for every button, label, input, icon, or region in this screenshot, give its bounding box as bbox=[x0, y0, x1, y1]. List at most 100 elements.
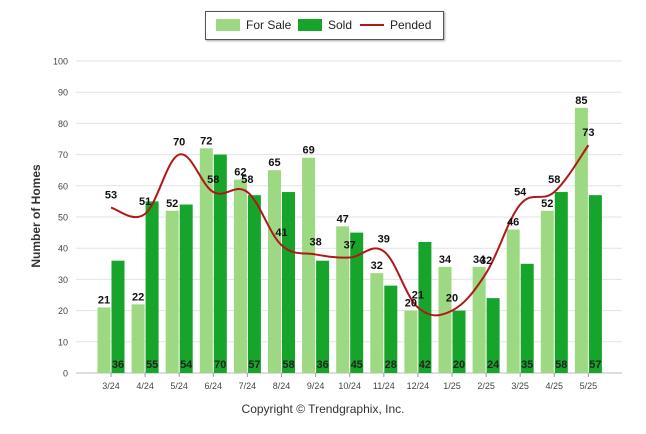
y-tick-label: 60 bbox=[58, 181, 68, 191]
x-tick-label: 5/25 bbox=[580, 381, 598, 391]
y-tick-label: 50 bbox=[58, 213, 68, 223]
data-label-sold: 55 bbox=[146, 359, 158, 371]
x-tick-label: 5/24 bbox=[170, 381, 188, 391]
x-tick-label: 4/24 bbox=[136, 381, 154, 391]
y-tick-label: 90 bbox=[58, 88, 68, 98]
x-tick-label: 8/24 bbox=[273, 381, 291, 391]
y-tick-label: 100 bbox=[53, 57, 68, 67]
for-sale-swatch bbox=[216, 19, 240, 31]
legend-item-pended[interactable]: Pended bbox=[360, 18, 431, 32]
bar-sold bbox=[179, 204, 193, 373]
bar-for-sale bbox=[438, 266, 452, 373]
data-label-pended: 39 bbox=[378, 233, 390, 245]
bar-sold bbox=[486, 298, 500, 373]
data-label-sold: 45 bbox=[351, 359, 363, 371]
bar-sold bbox=[418, 241, 432, 373]
data-label-pended: 41 bbox=[275, 227, 287, 239]
legend-label-pended: Pended bbox=[390, 18, 432, 32]
data-label-pended: 58 bbox=[241, 174, 253, 186]
legend: For Sale Sold Pended bbox=[205, 11, 444, 40]
bar-sold bbox=[316, 260, 330, 373]
y-tick-label: 10 bbox=[58, 337, 68, 347]
bar-for-sale bbox=[302, 157, 316, 373]
legend-label-for-sale: For Sale bbox=[246, 18, 292, 32]
bar-for-sale bbox=[472, 266, 486, 373]
data-label-for-sale: 34 bbox=[473, 254, 486, 266]
pended-line bbox=[110, 144, 590, 317]
bar-sold bbox=[554, 192, 568, 373]
bar-sold bbox=[111, 260, 125, 373]
data-label-for-sale: 65 bbox=[268, 157, 280, 169]
data-label-pended: 37 bbox=[344, 240, 356, 252]
data-label-for-sale: 47 bbox=[337, 213, 349, 225]
copyright: Copyright © Trendgraphix, Inc. bbox=[241, 402, 405, 416]
legend-item-sold[interactable]: Sold bbox=[298, 18, 352, 32]
data-label-for-sale: 20 bbox=[405, 298, 417, 310]
bar-sold bbox=[282, 192, 295, 373]
bars bbox=[97, 107, 602, 374]
x-tick-label: 11/24 bbox=[373, 381, 395, 391]
x-tick-label: 2/25 bbox=[477, 381, 495, 391]
y-tick-label: 40 bbox=[58, 244, 68, 254]
data-label-sold: 70 bbox=[214, 359, 226, 371]
y-axis-label: Number of Homes bbox=[29, 164, 43, 268]
bar-sold bbox=[350, 232, 364, 373]
bar-for-sale bbox=[506, 229, 520, 373]
data-label-pended: 54 bbox=[514, 187, 527, 199]
data-label-pended: 58 bbox=[548, 174, 560, 186]
data-label-sold: 36 bbox=[112, 359, 124, 371]
x-tick-labels: 3/24 4/24 5/24 6/24 7/24 8/24 9/24 10/24 11/24 12… bbox=[102, 373, 597, 391]
bar-sold bbox=[384, 285, 398, 373]
legend-item-for-sale[interactable]: For Sale bbox=[216, 18, 291, 32]
bar-sold bbox=[145, 201, 159, 373]
data-label-sold: 58 bbox=[282, 359, 294, 371]
data-label-sold: 54 bbox=[180, 359, 193, 371]
bar-for-sale bbox=[165, 210, 179, 373]
bar-sold bbox=[520, 263, 534, 373]
data-label-for-sale: 52 bbox=[166, 198, 178, 210]
x-tick-label: 3/24 bbox=[102, 381, 120, 391]
data-label-sold: 36 bbox=[316, 359, 328, 371]
bar-sold bbox=[588, 195, 602, 373]
data-label-pended: 70 bbox=[173, 137, 185, 149]
x-tick-label: 10/24 bbox=[338, 381, 361, 391]
data-label-pended: 53 bbox=[105, 190, 117, 202]
sold-swatch bbox=[298, 19, 322, 31]
bar-sold bbox=[213, 154, 227, 373]
data-label-pended: 73 bbox=[582, 127, 594, 139]
data-label-for-sale: 72 bbox=[200, 135, 212, 147]
data-label-pended: 21 bbox=[412, 289, 424, 301]
data-label-sold: 20 bbox=[453, 359, 465, 371]
data-labels: 21 36 22 55 52 54 72 70 62 57 65 58 69 36 47 45 32 28 20 42… bbox=[98, 95, 602, 371]
data-label-sold: 42 bbox=[419, 359, 431, 371]
data-label-sold: 35 bbox=[521, 359, 533, 371]
bar-for-sale bbox=[131, 304, 145, 373]
bar-for-sale bbox=[540, 210, 554, 373]
data-label-for-sale: 46 bbox=[507, 216, 519, 228]
data-label-for-sale: 22 bbox=[132, 291, 144, 303]
data-label-sold: 57 bbox=[589, 359, 601, 371]
bar-for-sale bbox=[97, 307, 111, 373]
data-label-for-sale: 32 bbox=[371, 260, 383, 272]
y-tick-labels: 0 10 20 30 40 50 60 70 80 90 100 bbox=[53, 57, 68, 379]
legend-label-sold: Sold bbox=[328, 18, 353, 32]
data-label-for-sale: 34 bbox=[439, 254, 452, 266]
data-label-sold: 58 bbox=[555, 359, 567, 371]
y-tick-label: 80 bbox=[58, 119, 68, 129]
data-label-sold: 24 bbox=[487, 359, 500, 371]
bar-for-sale bbox=[404, 310, 418, 373]
bar-sold bbox=[452, 310, 466, 373]
data-label-for-sale: 21 bbox=[98, 294, 110, 306]
bar-for-sale bbox=[336, 226, 350, 373]
data-label-pended: 32 bbox=[480, 255, 492, 267]
bar-for-sale bbox=[268, 170, 281, 373]
bar-for-sale bbox=[370, 273, 384, 373]
y-tick-label: 0 bbox=[63, 369, 68, 379]
bar-for-sale bbox=[199, 148, 213, 373]
data-label-for-sale: 62 bbox=[234, 167, 246, 179]
x-tick-label: 3/25 bbox=[511, 381, 529, 391]
data-label-pended: 58 bbox=[207, 174, 219, 186]
data-label-pended: 51 bbox=[139, 196, 151, 208]
x-tick-label: 12/24 bbox=[407, 381, 430, 391]
